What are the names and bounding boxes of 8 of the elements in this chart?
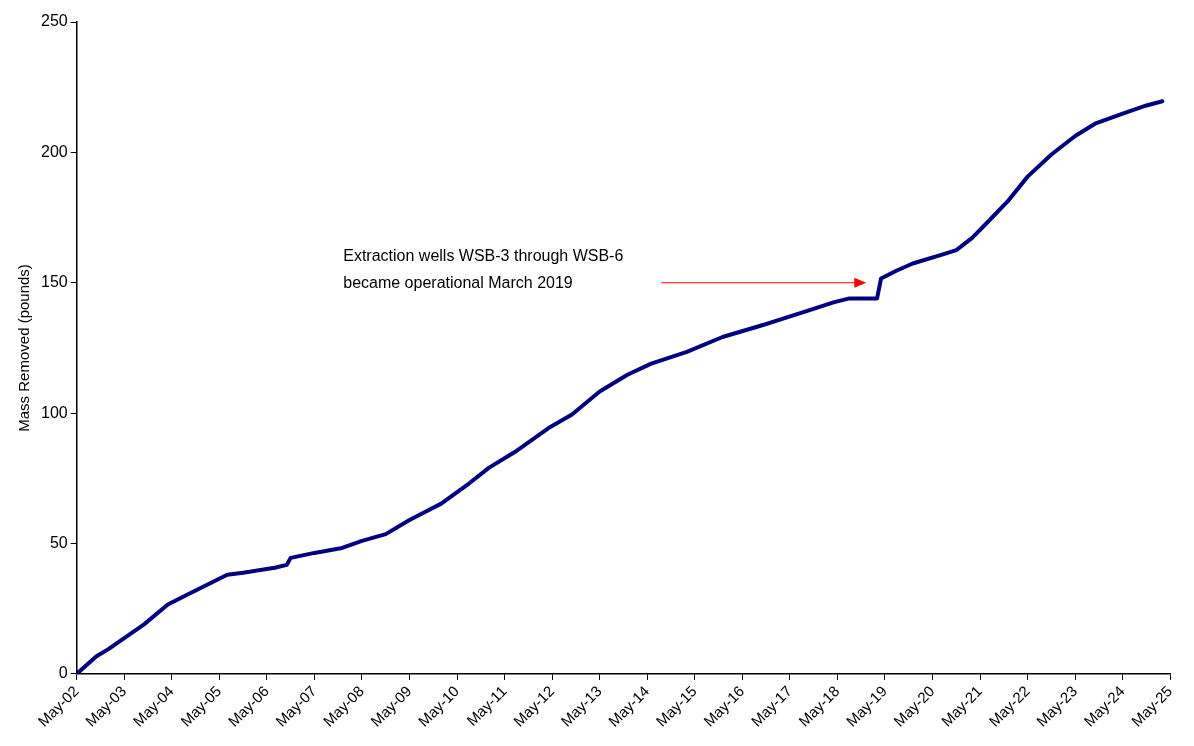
y-tick-label: 250 xyxy=(40,12,68,30)
y-axis-title: Mass Removed (pounds) xyxy=(15,264,33,432)
y-tick-label: 200 xyxy=(40,142,68,160)
y-tick-label: 100 xyxy=(40,403,68,421)
y-tick-label: 0 xyxy=(58,664,68,682)
annotation: Extraction wells WSB-3 through WSB-6 became operational March 2019 xyxy=(343,246,624,291)
y-tick-label: 50 xyxy=(49,533,68,551)
y-tick-label: 150 xyxy=(40,273,68,291)
